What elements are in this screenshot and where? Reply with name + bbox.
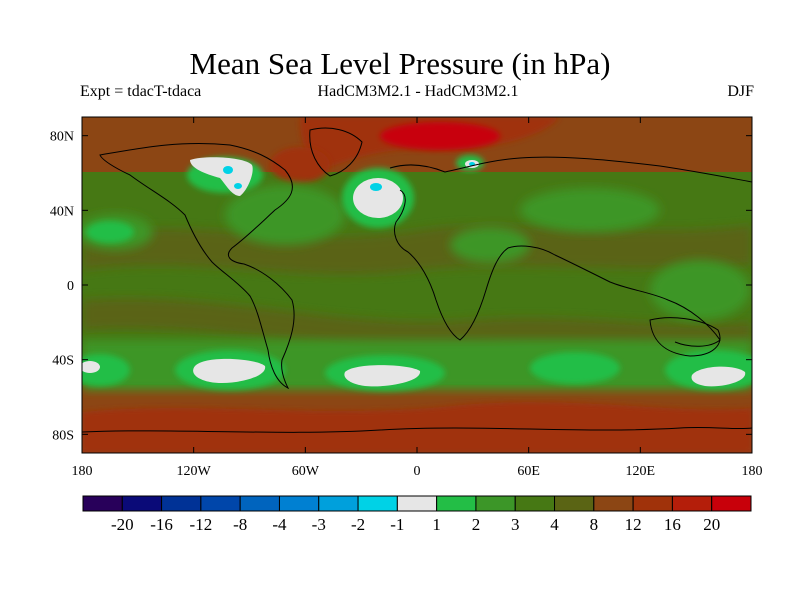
lon-tick-label: 180 [72,464,93,479]
colorbar: -20 -16 -12 -8 -4 -3 -2 -1 1 2 3 4 8 12 16 20 [82,495,752,534]
colorbar-label: -2 [351,515,365,534]
field-so-light-c [530,352,620,384]
colorbar-swatch [357,495,398,512]
colorbar-label: 2 [472,515,481,534]
field-south-subtropics [82,298,752,349]
colorbar-swatch [200,495,241,512]
map-title: Mean Sea Level Pressure (in hPa) [189,46,611,81]
lon-tick-label: 0 [414,464,421,479]
colorbar-swatch [593,495,634,512]
colorbar-swatch [632,495,673,512]
lon-tick-label: 120W [177,464,212,479]
lat-tick-label: 40S [52,354,74,369]
field-pacific-light [86,221,134,243]
antarctica-coast [82,426,752,433]
colorbar-swatch [121,495,163,512]
colorbar-swatch [436,495,477,512]
coastlines [82,127,752,433]
lon-tick-label: 60W [292,464,320,479]
colorbar-label: -3 [312,515,326,534]
season-label: DJF [727,83,754,100]
field-greenland-high [270,147,330,183]
colorbar-swatch [239,495,280,512]
colorbar-swatch [711,495,752,512]
colorbar-label: -12 [190,515,213,534]
field-so-white-a [193,358,266,384]
field-arctic-high-b [380,122,500,150]
colorbar-label: -20 [111,515,134,534]
field-asia-green [520,188,660,232]
colorbar-label: -8 [233,515,247,534]
field-africa-green [450,227,530,263]
colorbar-swatch [671,495,713,512]
colorbar-label: 8 [590,515,599,534]
americas-coast [99,142,295,390]
lat-ticks: 80N 40N 0 40S 80S [50,130,752,443]
colorbar-label: 16 [664,515,681,534]
colorbar-swatch [554,495,595,512]
colorbar-swatch [514,495,556,512]
lat-tick-label: 0 [67,279,74,294]
colorbar-swatch [278,495,320,512]
eurasia-africa-coast [389,156,752,347]
field-westpac-green [650,260,750,320]
lon-tick-label: 180 [742,464,763,479]
colorbar-label: 1 [432,515,441,534]
colorbar-label: -1 [390,515,404,534]
experiment-label: Expt = tdacT-tdaca [80,83,202,100]
field-antarctic-high [82,402,752,453]
pressure-field [82,117,752,453]
lat-tick-label: 40N [50,204,74,219]
colorbar-label: 4 [550,515,559,534]
field-so-light-e [82,354,130,386]
lon-tick-label: 60E [517,464,540,479]
colorbar-label: 12 [625,515,642,534]
model-label: HadCM3M2.1 - HadCM3M2.1 [317,83,519,100]
field-natl-white [353,178,403,218]
colorbar-swatch [161,495,202,512]
field-hudson-cyan-a [223,166,233,174]
colorbar-swatch [475,495,516,512]
lat-tick-label: 80N [50,130,74,145]
field-so-white-d [82,361,100,373]
field-us-green [225,185,345,245]
field-so-white-b [344,365,421,387]
colorbar-label: 3 [511,515,520,534]
field-hudson-cyan-b [234,183,242,189]
field-natl-cyan [370,183,382,191]
lon-tick-label: 120E [626,464,656,479]
colorbar-swatch [396,495,438,512]
australia-coast [649,317,721,357]
greenland-coast [309,127,363,177]
colorbar-swatch [82,495,123,512]
lat-tick-label: 80S [52,428,74,443]
lon-ticks: 180 120W 60W 0 60E 120E 180 [72,117,763,479]
colorbar-swatch [318,495,359,512]
field-so-white-c [691,366,746,387]
colorbar-label: 20 [703,515,720,534]
colorbar-label: -4 [272,515,287,534]
colorbar-label: -16 [150,515,173,534]
